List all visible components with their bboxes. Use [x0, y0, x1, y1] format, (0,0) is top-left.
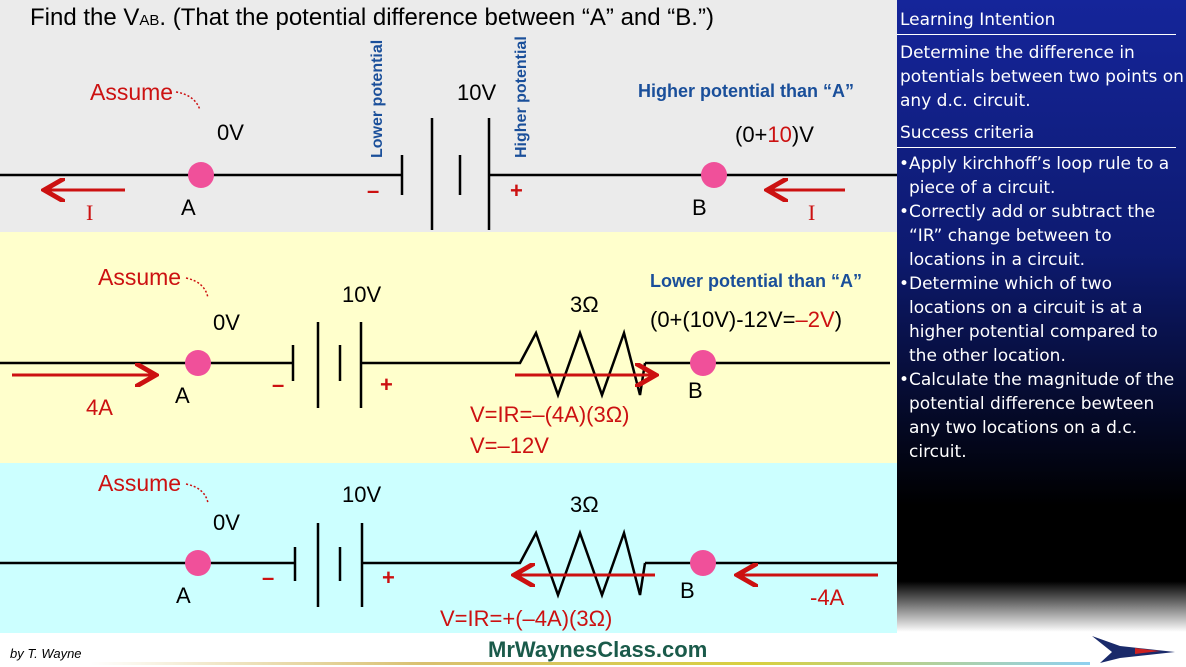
- resistor: [515, 528, 647, 599]
- battery-label: 10V: [342, 282, 381, 307]
- circuit-panel-3: [0, 463, 897, 633]
- criteria-item: Apply kirchhoff’s loop rule to a piece o…: [899, 152, 1178, 200]
- footer-stripe: [90, 662, 1090, 665]
- battery-label: 10V: [342, 482, 381, 507]
- point-a-label: A: [181, 195, 196, 220]
- learning-intention-heading: Learning Intention: [897, 0, 1176, 35]
- a-voltage: 0V: [217, 120, 244, 145]
- higher-potential-label: Higher potential: [513, 36, 530, 158]
- point-a-dot: [185, 550, 211, 576]
- b-note: Lower potential than “A”: [650, 271, 862, 291]
- learning-sidebar: Learning Intention Determine the differe…: [897, 0, 1186, 632]
- equation: V=IR=+(–4A)(3Ω): [440, 606, 612, 631]
- a-voltage: 0V: [213, 310, 240, 335]
- learning-intention-text: Determine the difference in potentials b…: [900, 43, 1184, 111]
- minus-sign: –: [272, 372, 284, 397]
- circuit-panel-2: [0, 232, 897, 463]
- point-b-label: B: [680, 578, 695, 603]
- assume-arrow-icon: [185, 483, 209, 504]
- resistor: [515, 328, 647, 399]
- author-credit: by T. Wayne: [10, 646, 82, 661]
- minus-sign: –: [367, 178, 379, 203]
- point-b-dot: [690, 350, 716, 376]
- site-logo-text: MrWaynesClass.com: [488, 637, 708, 662]
- point-b-dot: [690, 550, 716, 576]
- minus-sign: –: [262, 565, 274, 590]
- plus-sign: +: [510, 178, 523, 203]
- rocket-logo-icon: [1092, 636, 1175, 663]
- circuit-panel-1: [0, 0, 897, 232]
- circuit-diagrams: Assume 0V 10V Lower potential Higher pot…: [0, 36, 897, 631]
- assume-label: Assume: [98, 264, 181, 290]
- b-note: Higher potential than “A”: [638, 81, 854, 101]
- assume-label: Assume: [98, 470, 181, 496]
- current-label: I: [86, 200, 93, 225]
- equation: V=IR=–(4A)(3Ω): [470, 402, 630, 427]
- criteria-item: Correctly add or subtract the “IR” chang…: [899, 200, 1178, 272]
- criteria-item: Calculate the magnitude of the potential…: [899, 368, 1178, 464]
- resistor-label: 3Ω: [570, 292, 599, 317]
- b-value: (0+10)V: [735, 122, 814, 147]
- lower-potential-label: Lower potential: [369, 40, 386, 158]
- battery-label: 10V: [457, 80, 496, 105]
- point-a-dot: [185, 350, 211, 376]
- point-b-label: B: [688, 378, 703, 403]
- slide-title: Find the VAB. (That the potential differ…: [30, 4, 714, 32]
- point-a-dot: [188, 162, 214, 188]
- current-label: 4A: [86, 395, 113, 420]
- current-label: -4A: [810, 585, 845, 610]
- b-value: (0+(10V)-12V=–2V): [650, 307, 842, 332]
- point-a-label: A: [175, 383, 190, 408]
- success-criteria-list: Apply kirchhoff’s loop rule to a piece o…: [897, 152, 1186, 464]
- equation: V=–12V: [470, 433, 549, 458]
- resistor-label: 3Ω: [570, 492, 599, 517]
- point-b-label: B: [692, 195, 707, 220]
- plus-sign: +: [380, 372, 393, 397]
- success-criteria-heading: Success criteria: [897, 119, 1176, 148]
- current-label: I: [808, 200, 815, 225]
- title-subscript: AB: [139, 12, 160, 29]
- assume-arrow-icon: [175, 91, 201, 111]
- title-text: Find the V: [30, 4, 140, 31]
- point-a-label: A: [176, 583, 191, 608]
- title-text-rest: . (That the potential difference between…: [159, 4, 714, 31]
- plus-sign: +: [382, 565, 395, 590]
- assume-label: Assume: [90, 79, 173, 105]
- a-voltage: 0V: [213, 510, 240, 535]
- assume-arrow-icon: [185, 277, 209, 299]
- criteria-item: Determine which of two locations on a ci…: [899, 272, 1178, 368]
- point-b-dot: [701, 162, 727, 188]
